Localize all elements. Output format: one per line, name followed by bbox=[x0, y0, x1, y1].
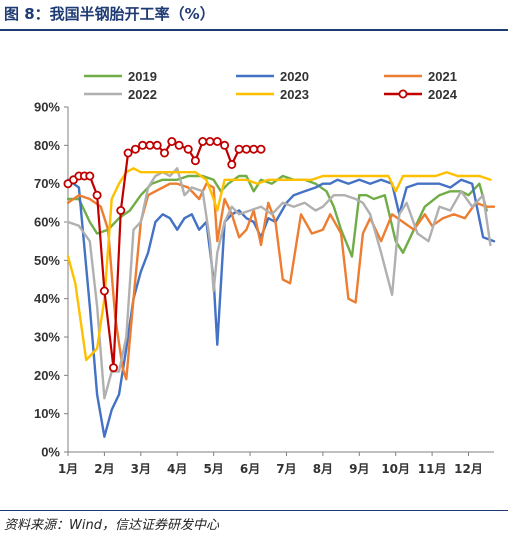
y-tick-label: 10% bbox=[34, 406, 60, 421]
legend-label: 2023 bbox=[280, 87, 309, 102]
figure-title: 图 8：我国半钢胎开工率（%） bbox=[4, 5, 215, 23]
data-point-2024 bbox=[85, 171, 95, 181]
legend-item-2019: 2019 bbox=[84, 69, 157, 84]
x-tick-label: 7月 bbox=[276, 462, 296, 476]
series-line-2023 bbox=[66, 167, 492, 362]
y-tick-label: 30% bbox=[34, 330, 60, 345]
legend-label: 2021 bbox=[428, 69, 457, 84]
y-tick-label: 50% bbox=[34, 253, 60, 268]
series-line-2022 bbox=[66, 167, 492, 400]
data-point-2024 bbox=[212, 136, 222, 146]
data-point-2024 bbox=[99, 286, 109, 296]
legend-item-2022: 2022 bbox=[84, 87, 157, 102]
y-tick-label: 40% bbox=[34, 291, 60, 306]
x-tick-label: 10月 bbox=[381, 462, 410, 476]
data-point-2024 bbox=[241, 144, 251, 154]
x-tick-label: 6月 bbox=[240, 462, 260, 476]
data-point-2024 bbox=[234, 144, 244, 154]
x-tick-label: 3月 bbox=[131, 462, 151, 476]
data-point-2024 bbox=[183, 144, 193, 154]
x-tick-label: 9月 bbox=[349, 462, 369, 476]
data-point-2024 bbox=[256, 144, 266, 154]
legend-item-2024: 2024 bbox=[384, 87, 458, 102]
legend-label: 2024 bbox=[428, 87, 458, 102]
y-tick-label: 90% bbox=[34, 100, 60, 115]
y-tick-label: 60% bbox=[34, 215, 60, 230]
x-tick-label: 4月 bbox=[167, 462, 187, 476]
x-tick-label: 5月 bbox=[203, 462, 223, 476]
chart-axes: 0% 10% 20% 30% 40% 50% 60% 70% 80% 90% 1月 2月 3月 4月 5月 6… bbox=[34, 100, 494, 476]
data-point-2024 bbox=[205, 136, 215, 146]
series-line-2020 bbox=[66, 178, 496, 438]
y-tick-label: 70% bbox=[34, 176, 60, 191]
data-point-2024 bbox=[249, 144, 259, 154]
title-divider bbox=[0, 29, 508, 31]
series-layer bbox=[63, 136, 496, 438]
x-tick-label: 1月 bbox=[58, 462, 78, 476]
series-2023 bbox=[66, 167, 492, 362]
source-note: 资料来源：Wind，信达证券研发中心 bbox=[4, 518, 219, 533]
data-point-2024 bbox=[145, 140, 155, 150]
data-point-2024 bbox=[227, 159, 237, 169]
y-tick-label: 0% bbox=[41, 445, 60, 460]
data-point-2024 bbox=[198, 136, 208, 146]
data-point-2024 bbox=[109, 363, 119, 373]
series-line-2024 bbox=[66, 140, 263, 369]
series-2024 bbox=[63, 136, 266, 373]
data-point-2024 bbox=[152, 140, 162, 150]
x-tick-label: 11月 bbox=[418, 462, 447, 476]
data-point-2024 bbox=[174, 140, 184, 150]
x-tick-label: 8月 bbox=[313, 462, 333, 476]
data-point-2024 bbox=[167, 136, 177, 146]
x-tick-label: 12月 bbox=[454, 462, 483, 476]
series-line-2021 bbox=[66, 182, 496, 381]
data-point-2024 bbox=[220, 140, 230, 150]
series-2022 bbox=[66, 167, 492, 400]
legend-label: 2019 bbox=[128, 69, 157, 84]
legend-item-2020: 2020 bbox=[236, 69, 309, 84]
line-chart: 2019 2020 2021 2022 2023 2024 0% 10% 20% 30% 40% 5… bbox=[34, 69, 496, 476]
data-point-2024 bbox=[123, 148, 133, 158]
data-point-2024 bbox=[92, 190, 102, 200]
y-tick-label: 20% bbox=[34, 368, 60, 383]
legend-label: 2020 bbox=[280, 69, 309, 84]
data-point-2024 bbox=[159, 148, 169, 158]
legend-marker bbox=[398, 89, 408, 99]
chart-legend: 2019 2020 2021 2022 2023 2024 bbox=[84, 69, 458, 102]
legend-item-2023: 2023 bbox=[236, 87, 309, 102]
y-tick-label: 80% bbox=[34, 138, 60, 153]
legend-item-2021: 2021 bbox=[384, 69, 457, 84]
data-point-2024 bbox=[116, 205, 126, 215]
footer-divider bbox=[0, 510, 508, 511]
x-tick-label: 2月 bbox=[94, 462, 114, 476]
data-point-2024 bbox=[130, 144, 140, 154]
legend-label: 2022 bbox=[128, 87, 157, 102]
data-point-2024 bbox=[138, 140, 148, 150]
series-2021 bbox=[66, 182, 496, 381]
series-2020 bbox=[66, 178, 496, 438]
data-point-2024 bbox=[190, 156, 200, 166]
